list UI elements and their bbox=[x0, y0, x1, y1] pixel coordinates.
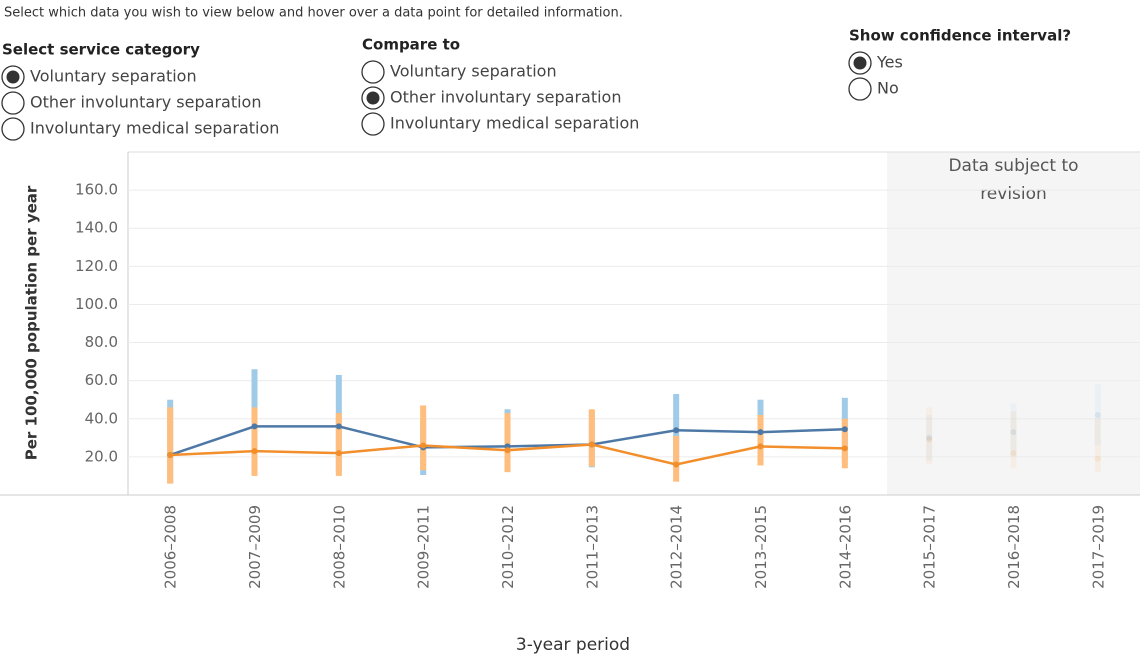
data-point[interactable] bbox=[757, 443, 764, 450]
x-tick-label: 2012–2014 bbox=[668, 505, 686, 589]
confidence-interval bbox=[757, 414, 764, 466]
x-tick-label: 2006–2008 bbox=[162, 505, 180, 589]
data-point[interactable] bbox=[420, 442, 427, 449]
radio-button[interactable] bbox=[361, 60, 385, 84]
radio-label[interactable]: Involuntary medical separation bbox=[30, 119, 279, 138]
radio-label[interactable]: Other involuntary separation bbox=[390, 88, 621, 107]
control-title: Select service category bbox=[2, 41, 200, 59]
radio-label[interactable]: Yes bbox=[876, 53, 903, 72]
data-point[interactable] bbox=[588, 441, 595, 448]
data-point[interactable] bbox=[335, 423, 342, 430]
y-tick-label: 60.0 bbox=[85, 371, 118, 389]
radio-label[interactable]: Voluntary separation bbox=[390, 62, 557, 81]
radio-label[interactable]: No bbox=[877, 79, 899, 98]
y-tick-label: 100.0 bbox=[75, 295, 118, 313]
y-tick-label: 140.0 bbox=[75, 219, 118, 237]
data-point[interactable] bbox=[926, 434, 933, 441]
x-tick-label: 2013–2015 bbox=[752, 505, 770, 589]
x-tick-label: 2015–2017 bbox=[921, 505, 939, 589]
radio-button[interactable] bbox=[1, 91, 25, 115]
radio-dot[interactable] bbox=[366, 91, 380, 105]
confidence-interval bbox=[1094, 384, 1101, 446]
data-point[interactable] bbox=[926, 436, 933, 443]
data-point[interactable] bbox=[841, 445, 848, 452]
confidence-interval bbox=[167, 407, 174, 484]
y-tick-label: 160.0 bbox=[75, 181, 118, 199]
y-axis-title: Per 100,000 population per year bbox=[23, 185, 41, 460]
radio-label[interactable]: Voluntary separation bbox=[30, 67, 197, 86]
instructions: Select which data you wish to view below… bbox=[4, 6, 623, 21]
radio-button[interactable] bbox=[1, 117, 25, 141]
x-tick-label: 2008–2010 bbox=[330, 505, 348, 589]
confidence-interval bbox=[335, 413, 342, 476]
data-point[interactable] bbox=[1010, 450, 1017, 457]
radio-label[interactable]: Other involuntary separation bbox=[30, 93, 261, 112]
control-title: Compare to bbox=[362, 36, 460, 54]
confidence-interval bbox=[926, 414, 933, 461]
data-point[interactable] bbox=[1094, 411, 1101, 418]
confidence-interval bbox=[504, 413, 511, 473]
confidence-interval bbox=[926, 407, 933, 465]
data-point[interactable] bbox=[504, 447, 511, 454]
x-tick-label: 2011–2013 bbox=[583, 505, 601, 589]
data-point[interactable] bbox=[167, 451, 174, 458]
confidence-interval bbox=[841, 418, 848, 469]
radio-button[interactable] bbox=[361, 112, 385, 136]
data-point[interactable] bbox=[673, 461, 680, 468]
y-tick-label: 80.0 bbox=[85, 333, 118, 351]
radio-label[interactable]: Involuntary medical separation bbox=[390, 114, 639, 133]
y-tick-label: 120.0 bbox=[75, 257, 118, 275]
confidence-interval bbox=[1010, 403, 1017, 457]
x-axis-title: 3-year period bbox=[516, 635, 630, 655]
confidence-interval bbox=[1010, 411, 1017, 469]
data-point[interactable] bbox=[841, 426, 848, 433]
revision-label-box: Data subject to revision bbox=[948, 156, 1079, 204]
y-tick-label: 40.0 bbox=[85, 409, 118, 427]
x-tick-label: 2016–2018 bbox=[1005, 505, 1023, 589]
data-point[interactable] bbox=[251, 448, 258, 455]
radio-dot[interactable] bbox=[6, 70, 20, 84]
data-point[interactable] bbox=[673, 427, 680, 434]
y-tick-label: 20.0 bbox=[85, 447, 118, 465]
data-point[interactable] bbox=[1094, 455, 1101, 462]
confidence-interval bbox=[420, 405, 427, 471]
control-title: Show confidence interval? bbox=[849, 27, 1071, 45]
data-point[interactable] bbox=[757, 429, 764, 436]
confidence-interval bbox=[588, 409, 595, 467]
x-tick-label: 2017–2019 bbox=[1089, 505, 1107, 589]
data-point[interactable] bbox=[1010, 429, 1017, 436]
confidence-interval bbox=[673, 435, 680, 482]
confidence-interval bbox=[251, 407, 258, 476]
data-point[interactable] bbox=[335, 450, 342, 457]
radio-button[interactable] bbox=[848, 77, 872, 101]
x-tick-label: 2014–2016 bbox=[836, 505, 854, 589]
revision-label: Data subject to revision bbox=[948, 156, 1079, 204]
x-tick-label: 2007–2009 bbox=[246, 505, 264, 589]
revision-region bbox=[887, 152, 1140, 495]
confidence-interval bbox=[1094, 418, 1101, 473]
x-tick-label: 2009–2011 bbox=[415, 505, 433, 589]
data-point[interactable] bbox=[251, 423, 258, 430]
x-tick-label: 2010–2012 bbox=[499, 505, 517, 589]
radio-dot[interactable] bbox=[853, 56, 867, 70]
